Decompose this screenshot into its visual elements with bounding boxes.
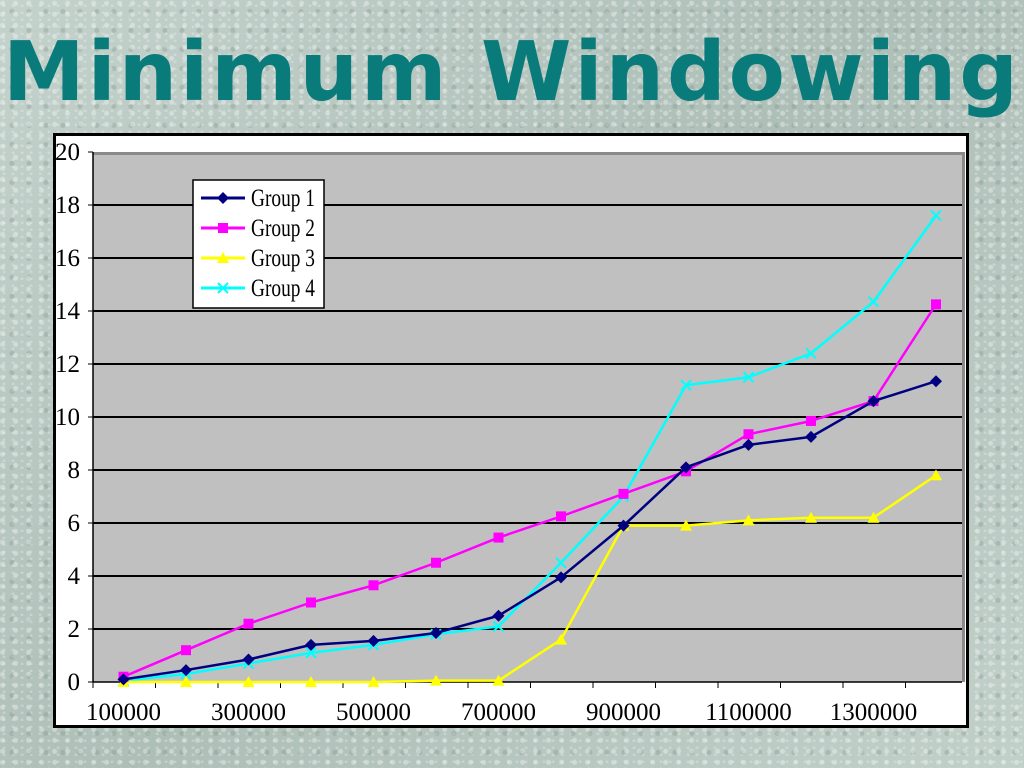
y-tick-label: 16	[56, 245, 80, 272]
data-point	[430, 626, 442, 639]
y-tick-label: 20	[56, 139, 80, 166]
series-line	[123, 214, 938, 682]
data-point	[806, 415, 816, 426]
data-point	[618, 488, 629, 499]
x-tick-label: 1100000	[705, 699, 792, 725]
data-point	[930, 209, 942, 222]
data-point	[742, 438, 755, 451]
data-point	[617, 519, 630, 532]
legend-label: Group 3	[251, 245, 315, 272]
data-point	[492, 609, 505, 622]
data-point	[742, 514, 755, 526]
y-tick-label: 18	[56, 192, 80, 219]
data-point	[430, 674, 442, 686]
data-point	[680, 519, 692, 531]
data-point	[217, 252, 229, 263]
data-point	[242, 676, 255, 687]
data-point	[867, 395, 880, 408]
data-point	[431, 557, 441, 568]
data-point	[805, 430, 817, 443]
data-point	[367, 676, 380, 687]
data-point	[180, 676, 192, 687]
data-point	[492, 620, 505, 633]
x-tick-label: 100000	[86, 699, 161, 725]
data-point	[555, 557, 567, 569]
data-point	[217, 282, 229, 294]
y-tick-label: 10	[56, 404, 80, 431]
legend-label: Group 4	[251, 275, 315, 302]
data-point	[556, 511, 566, 522]
data-point	[805, 347, 817, 360]
slide-title: Minimum Windowing	[3, 25, 1021, 120]
x-tick-label: 900000	[586, 699, 661, 725]
data-point	[368, 580, 379, 591]
data-point	[217, 192, 229, 204]
data-point	[555, 633, 567, 645]
series-line	[123, 474, 937, 684]
data-point	[180, 664, 192, 677]
y-tick-label: 0	[68, 669, 81, 696]
data-point	[305, 638, 317, 651]
legend-label: Group 1	[251, 185, 315, 212]
y-tick-label: 12	[56, 351, 80, 378]
data-point	[805, 511, 817, 523]
data-point	[742, 371, 755, 383]
y-tick-label: 6	[68, 510, 81, 537]
data-point	[493, 532, 504, 543]
y-tick-label: 2	[68, 616, 81, 643]
data-point	[492, 674, 505, 686]
data-point	[680, 461, 692, 474]
data-point	[243, 618, 254, 629]
y-tick-label: 4	[68, 563, 81, 590]
data-point	[555, 571, 567, 584]
data-point	[305, 647, 317, 659]
x-tick-label: 300000	[211, 699, 286, 725]
data-point	[867, 511, 880, 523]
y-tick-label: 8	[68, 457, 81, 484]
x-tick-label: 1300000	[830, 699, 918, 725]
series-line	[123, 380, 937, 681]
data-point	[218, 223, 228, 233]
y-tick-label: 14	[56, 298, 81, 325]
data-point	[306, 597, 316, 608]
x-tick-label: 500000	[336, 699, 411, 725]
data-point	[117, 673, 130, 686]
data-point	[931, 299, 941, 310]
chart-frame: 0 2 4 6 8 10 12 14 16 18 20 100000 300000 500000 70000…	[53, 133, 969, 728]
data-point	[242, 653, 255, 666]
data-point	[743, 429, 754, 440]
line-chart: 0 2 4 6 8 10 12 14 16 18 20 100000 300000 500000 70000…	[56, 139, 965, 725]
legend-label: Group 2	[251, 215, 315, 242]
data-point	[930, 375, 942, 388]
series-line	[123, 303, 938, 678]
data-point	[305, 676, 317, 687]
data-point	[367, 634, 380, 647]
data-point	[181, 645, 191, 656]
data-point	[930, 469, 942, 481]
data-point	[680, 379, 692, 391]
x-tick-label: 700000	[461, 699, 536, 725]
data-point	[867, 296, 880, 308]
